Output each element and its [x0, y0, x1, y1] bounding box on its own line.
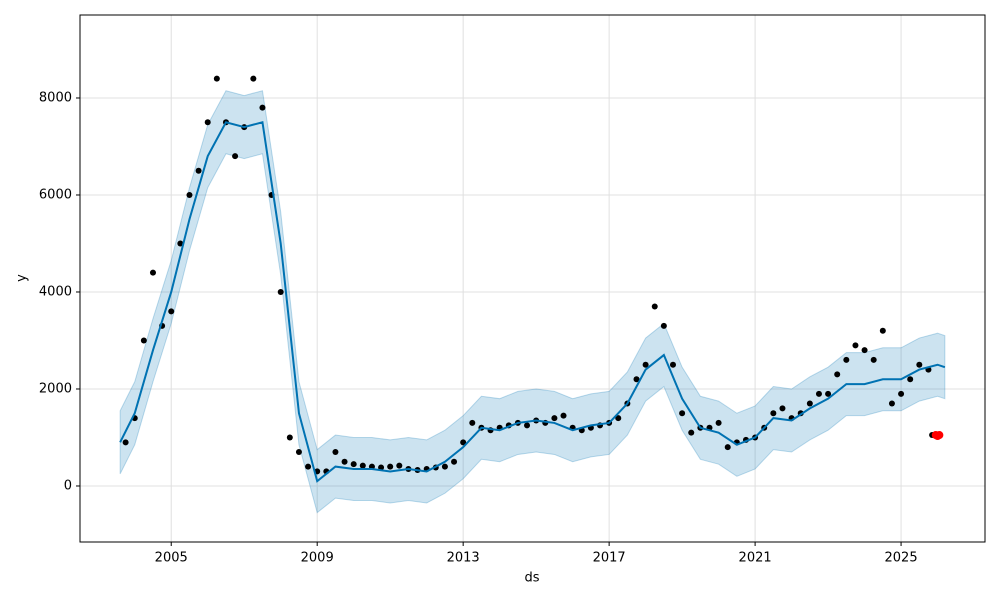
actual-point	[286, 434, 293, 441]
actual-point	[879, 327, 886, 334]
actual-point	[469, 419, 476, 426]
actual-point	[679, 410, 686, 417]
actual-point	[451, 458, 458, 465]
actual-point	[861, 347, 868, 354]
x-tick-label: 2017	[593, 551, 626, 566]
actual-point	[834, 371, 841, 378]
actual-point	[815, 390, 822, 397]
x-tick-label: 2005	[155, 551, 188, 566]
actual-point	[186, 191, 193, 198]
actual-point	[460, 439, 467, 446]
actual-point	[441, 463, 448, 470]
actual-point	[715, 419, 722, 426]
actual-point	[524, 422, 531, 429]
actual-point	[779, 405, 786, 412]
actual-point	[359, 462, 366, 469]
plot-frame	[79, 14, 986, 543]
actual-point	[907, 376, 914, 383]
actual-point	[250, 75, 257, 82]
actual-point	[122, 439, 129, 446]
forecast-line	[119, 120, 946, 483]
actual-point	[770, 410, 777, 417]
y-tick-label: 6000	[39, 187, 72, 202]
actual-point	[669, 361, 676, 368]
actual-point	[213, 75, 220, 82]
actual-point	[660, 322, 667, 329]
uncertainty-band	[119, 90, 946, 514]
actual-point	[341, 458, 348, 465]
y-tick-label: 0	[64, 478, 72, 493]
actual-point	[806, 400, 813, 407]
actual-point	[825, 390, 832, 397]
actual-point	[232, 153, 239, 160]
x-tick-label: 2025	[885, 551, 918, 566]
actual-point	[615, 415, 622, 422]
x-tick-label: 2013	[447, 551, 480, 566]
y-axis-label: y	[15, 274, 30, 282]
actual-point	[688, 429, 695, 436]
actual-point	[642, 361, 649, 368]
actual-point	[396, 462, 403, 469]
actual-point	[898, 390, 905, 397]
actual-point	[651, 303, 658, 310]
actual-point	[295, 449, 302, 456]
actual-point	[916, 361, 923, 368]
actual-point	[551, 415, 558, 422]
actual-point	[177, 240, 184, 247]
actual-point	[852, 342, 859, 349]
actual-point	[633, 376, 640, 383]
x-tick-label: 2009	[301, 551, 334, 566]
actual-point	[140, 337, 147, 344]
x-axis-label: ds	[524, 571, 539, 586]
actual-point	[560, 412, 567, 419]
actual-point	[195, 167, 202, 174]
y-tick-label: 4000	[39, 284, 72, 299]
actual-point	[149, 269, 156, 276]
actual-point	[168, 308, 175, 315]
actual-point	[305, 463, 312, 470]
actual-point	[843, 356, 850, 363]
actual-point	[259, 104, 266, 111]
actual-point	[204, 119, 211, 126]
actual-point	[332, 449, 339, 456]
y-tick-label: 8000	[39, 90, 72, 105]
actual-point	[277, 288, 284, 295]
actual-point	[888, 400, 895, 407]
actual-point	[387, 463, 394, 470]
x-tick-label: 2021	[739, 551, 772, 566]
new-point	[935, 431, 944, 440]
actual-point	[350, 461, 357, 468]
y-tick-label: 2000	[39, 381, 72, 396]
actual-point	[724, 444, 731, 451]
actual-point	[870, 356, 877, 363]
